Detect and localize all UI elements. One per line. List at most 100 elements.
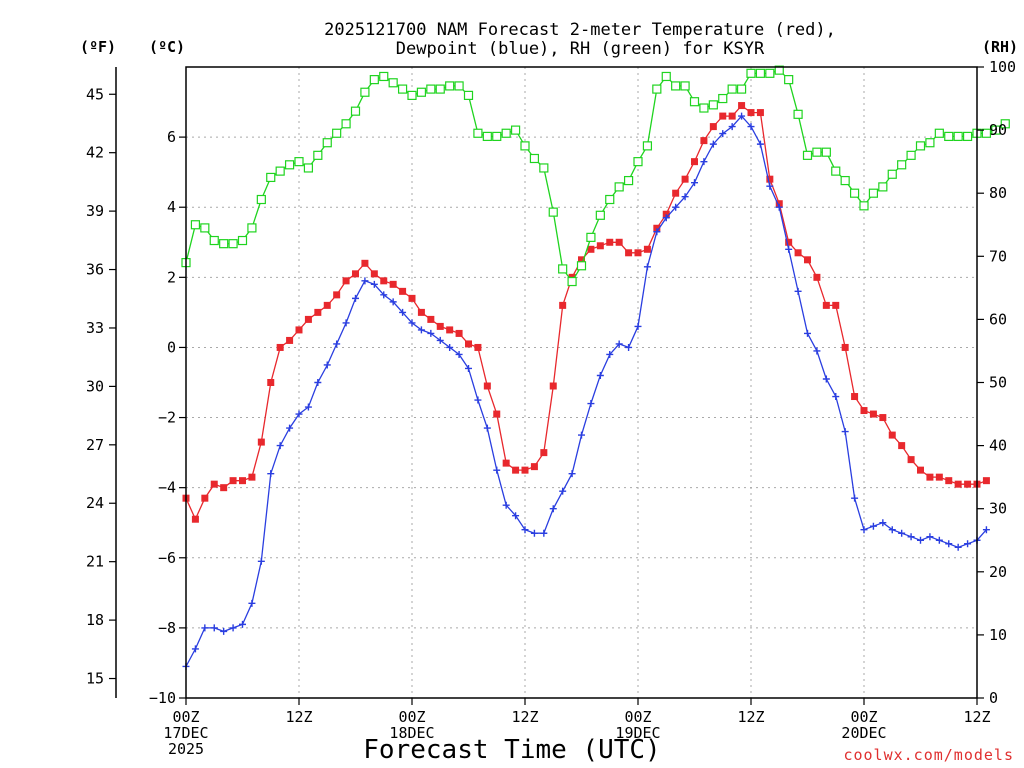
fahrenheit-tick-label: 42: [86, 144, 104, 162]
rh-point: [699, 103, 709, 113]
dewpoint-point: [417, 326, 425, 334]
temperature-point: [380, 277, 388, 285]
x-tick-label: 12Z: [737, 708, 764, 726]
fahrenheit-tick-label: 33: [86, 319, 104, 337]
temperature-point: [982, 477, 990, 485]
temperature-point: [559, 301, 567, 309]
grid-lines: [186, 67, 977, 698]
temperature-point: [785, 238, 793, 246]
rh-unit-label: (RH): [982, 38, 1018, 56]
dewpoint-point: [738, 112, 746, 120]
chart-title-line-1: 2025121700 NAM Forecast 2-meter Temperat…: [324, 20, 836, 40]
rh-tick-label: 80: [989, 184, 1007, 202]
rh-tick-label: 100: [989, 58, 1016, 76]
rh-point: [388, 78, 398, 88]
dewpoint-point: [615, 340, 623, 348]
rh-point: [510, 125, 521, 135]
temperature-point: [474, 343, 482, 351]
dewpoint-point: [653, 228, 661, 236]
dewpoint-point: [295, 410, 303, 418]
temperature-point: [747, 109, 755, 117]
temperature-point: [295, 326, 303, 334]
celsius-tick-label: −6: [158, 549, 176, 567]
dewpoint-point: [982, 526, 990, 534]
x-tick-label: 00Z: [398, 708, 425, 726]
temperature-point: [530, 463, 538, 471]
rh-tick-label: 0: [989, 689, 998, 707]
temperature-point: [625, 249, 633, 257]
dewpoint-point: [502, 501, 510, 509]
dewpoint-point: [879, 519, 887, 527]
temperature-point: [804, 256, 811, 264]
rh-tick-label: 20: [989, 563, 1007, 581]
rh-point: [1000, 119, 1010, 129]
rh-point: [708, 100, 718, 110]
x-tick-label: 20DEC: [841, 724, 886, 742]
rh-point: [322, 138, 332, 148]
dewpoint-point: [399, 308, 407, 316]
rh-point: [774, 65, 784, 75]
rh-point: [953, 131, 963, 142]
dewpoint-point: [323, 361, 331, 369]
fahrenheit-tick-label: 39: [86, 202, 104, 220]
rh-point: [219, 239, 229, 249]
temperature-point: [954, 480, 962, 488]
plot-frame: [185, 66, 978, 699]
temperature-point: [964, 480, 972, 488]
temperature-point: [455, 329, 463, 337]
fahrenheit-tick-label: 27: [86, 436, 104, 454]
rh-point: [784, 75, 794, 85]
rh-tick-label: 40: [989, 437, 1007, 455]
temperature-point: [352, 270, 359, 278]
temperature-point: [691, 158, 698, 166]
rh-point: [614, 182, 624, 192]
dewpoint-point: [945, 540, 953, 548]
rh-tick-label: 10: [989, 626, 1007, 644]
rh-point: [962, 131, 973, 142]
rh-point: [294, 157, 304, 167]
temperature-point: [606, 238, 614, 246]
dewpoint-point: [606, 350, 614, 358]
dewpoint-point: [370, 280, 378, 288]
dewpoint-point: [756, 140, 764, 148]
x-axis-label: Forecast Time (UTC): [363, 735, 660, 765]
rh-line: [185, 69, 1006, 283]
rh-point: [661, 71, 671, 82]
temperature-point: [719, 112, 727, 120]
rh-point: [369, 75, 379, 85]
dewpoint-point: [333, 340, 341, 348]
temperature-point: [935, 473, 943, 481]
dewpoint-point: [257, 557, 265, 565]
temperature-point: [408, 294, 416, 302]
rh-point: [897, 160, 907, 170]
rh-point: [454, 81, 464, 91]
dewpoint-point: [276, 442, 284, 450]
temperature-point: [239, 477, 246, 485]
dewpoint-point: [709, 140, 717, 148]
fahrenheit-tick-label: 15: [86, 670, 104, 688]
temperature-point: [587, 245, 595, 253]
rh-point: [671, 81, 681, 91]
temperature-point: [738, 102, 746, 110]
rh-point: [934, 128, 944, 138]
temperature-point: [917, 466, 924, 474]
dewpoint-point: [785, 245, 793, 253]
rh-point: [633, 157, 643, 167]
dewpoint-point: [436, 336, 444, 344]
fahrenheit-unit-label: (ºF): [80, 38, 116, 56]
rh-point: [360, 87, 370, 97]
fahrenheit-tick-label: 18: [86, 611, 104, 629]
dewpoint-point: [304, 403, 312, 411]
dewpoint-point: [634, 322, 642, 330]
rh-series: [181, 65, 1010, 287]
rh-point: [595, 210, 605, 220]
rh-point: [793, 109, 803, 119]
dewpoint-point: [775, 203, 783, 211]
rh-point: [426, 84, 436, 94]
dewpoint-point: [691, 179, 698, 187]
celsius-tick-label: −8: [158, 619, 176, 637]
dewpoint-point: [408, 319, 416, 327]
rh-point: [821, 147, 831, 157]
celsius-tick-label: 6: [167, 128, 176, 146]
dewpoint-point: [483, 424, 491, 432]
